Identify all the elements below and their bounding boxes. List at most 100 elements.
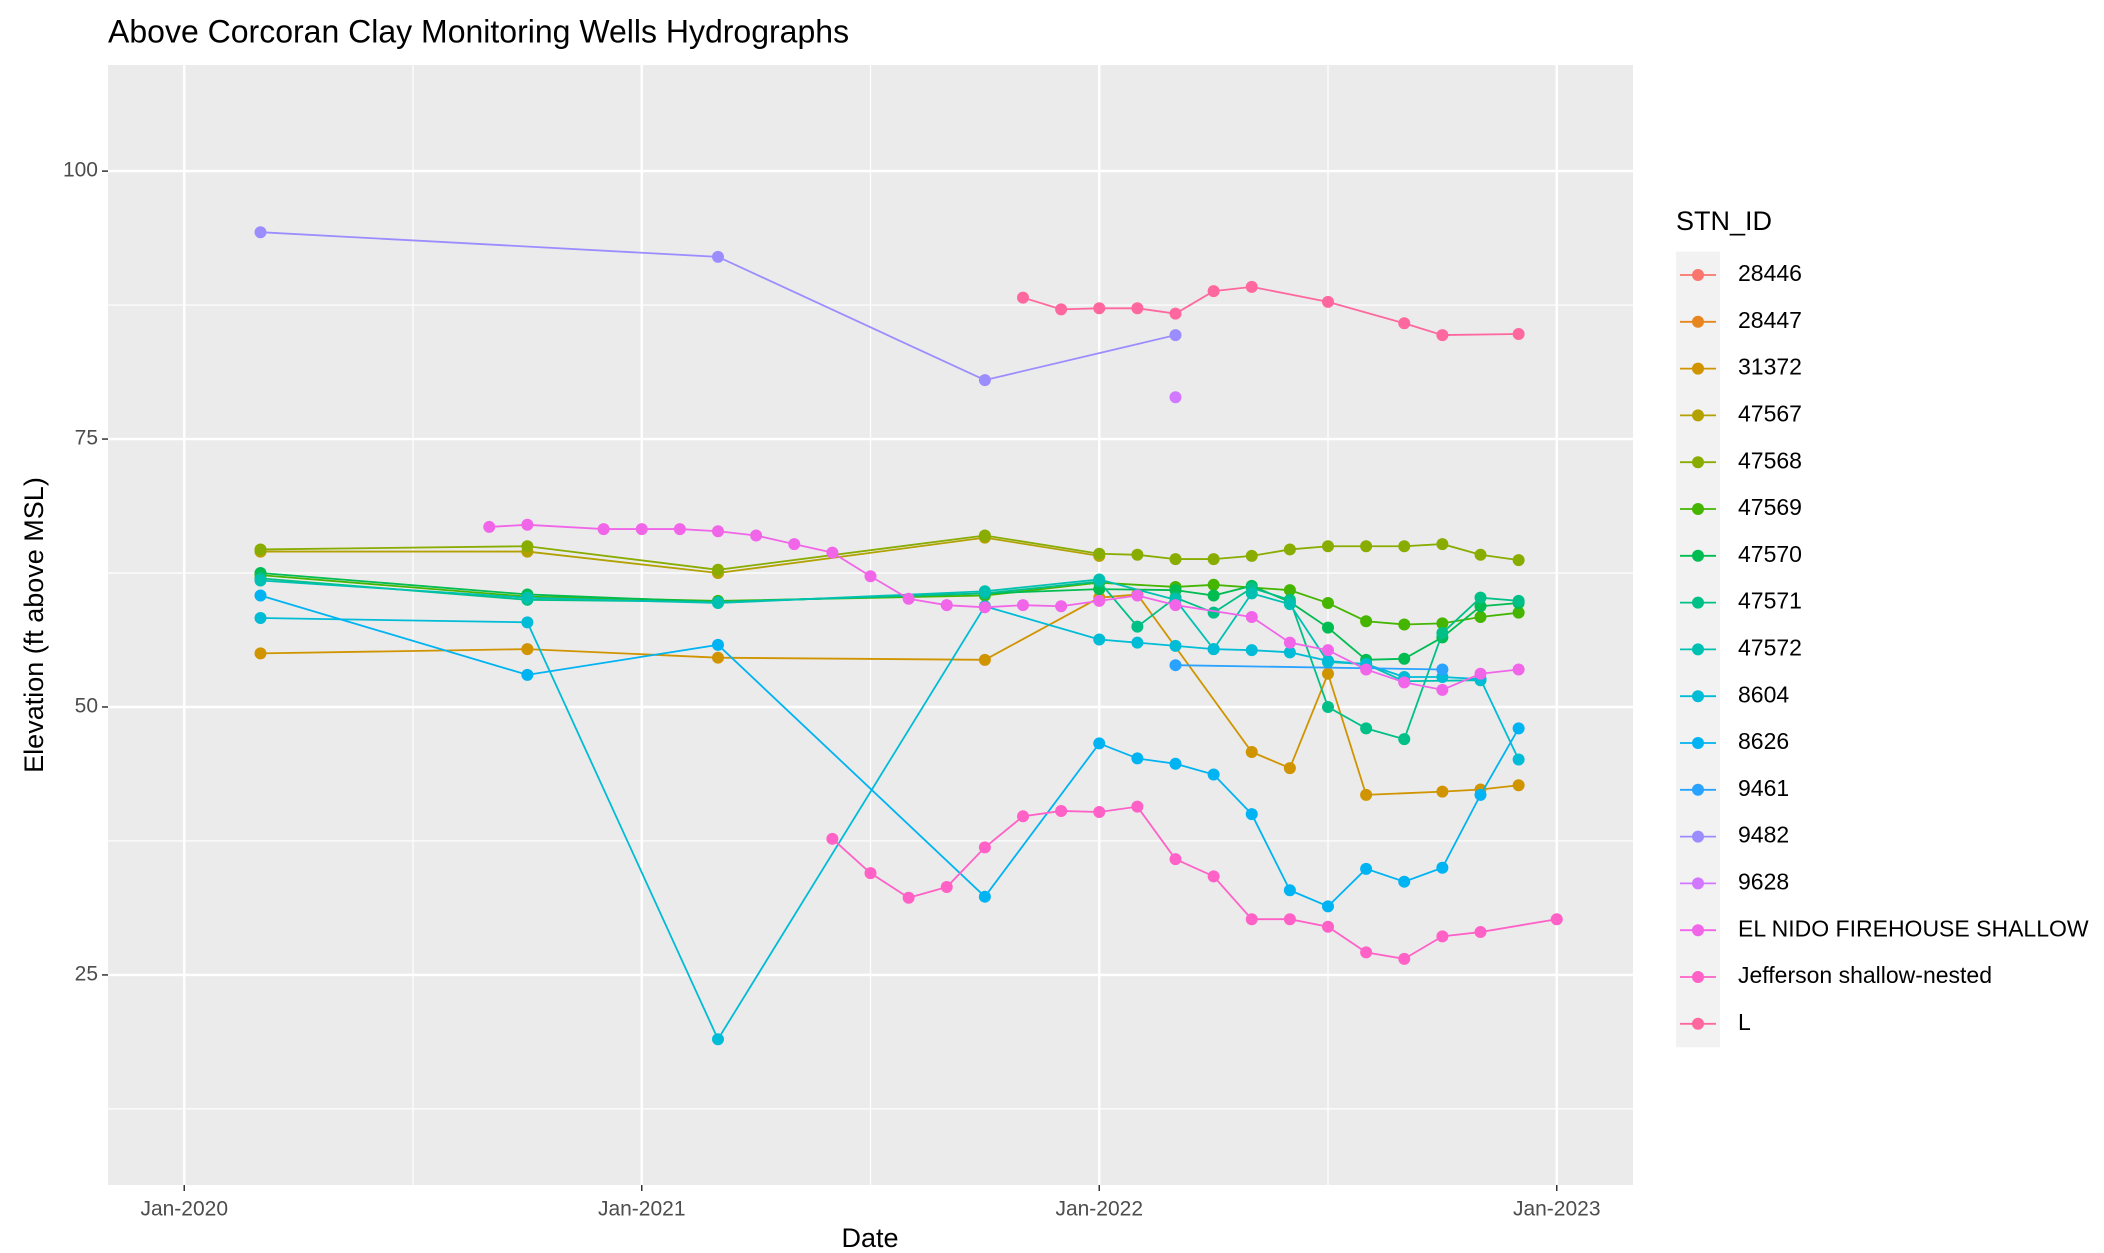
data-point (1169, 639, 1182, 652)
legend-label: 47569 (1738, 494, 1802, 520)
series-line (260, 534, 1519, 571)
data-point (1169, 853, 1182, 866)
x-tick-label: Jan-2021 (598, 1198, 686, 1221)
data-point (1093, 737, 1106, 750)
data-point (1512, 594, 1525, 607)
data-point (1093, 594, 1106, 607)
data-point (1017, 810, 1029, 823)
legend-label: EL NIDO FIREHOUSE SHALLOW (1738, 915, 2089, 941)
data-point (1169, 553, 1182, 566)
legend-label: 9482 (1738, 822, 1789, 848)
legend-key-point (1692, 315, 1704, 328)
legend-key-point (1692, 549, 1704, 562)
data-point (1474, 591, 1487, 604)
data-point (1207, 643, 1220, 656)
data-point (483, 520, 496, 533)
data-point (978, 374, 991, 387)
data-point (712, 525, 724, 538)
series-line (260, 231, 1176, 382)
data-point (978, 841, 991, 854)
data-point (1093, 547, 1106, 560)
data-point (1283, 646, 1296, 659)
data-point (1283, 598, 1296, 611)
data-point (1398, 875, 1411, 888)
data-point (978, 653, 991, 666)
data-point (1169, 329, 1182, 342)
legend-label: 9461 (1738, 775, 1789, 801)
legend-key-point (1692, 877, 1704, 890)
x-tick-label: Jan-2023 (1513, 1198, 1601, 1221)
data-point (902, 891, 915, 904)
y-axis-title: Elevation (ft above MSL) (19, 477, 49, 773)
legend-label: 9628 (1738, 868, 1789, 894)
legend-key-point (1692, 409, 1704, 422)
data-point (1474, 600, 1487, 613)
data-point (254, 543, 267, 556)
data-point (978, 585, 991, 598)
data-point (1169, 659, 1182, 672)
data-point (1093, 302, 1106, 315)
data-point (1322, 621, 1334, 634)
legend-key-point (1692, 783, 1704, 796)
data-point (864, 570, 877, 583)
data-point (1322, 654, 1334, 667)
data-point (1512, 328, 1525, 341)
data-point (1131, 800, 1144, 813)
data-point (1283, 584, 1296, 597)
data-point (1512, 779, 1525, 792)
data-point (1398, 540, 1411, 553)
data-point (254, 612, 267, 625)
data-point (1360, 862, 1373, 875)
data-point (712, 250, 724, 263)
data-point (1512, 722, 1525, 735)
data-point (1207, 553, 1220, 566)
legend-key-point (1692, 924, 1704, 937)
y-tick-label: 100 (63, 159, 98, 182)
data-point (1436, 930, 1449, 943)
data-point (521, 518, 534, 531)
data-point (1398, 652, 1411, 665)
data-point (1474, 926, 1487, 939)
data-point (1207, 285, 1220, 298)
data-point (712, 1033, 724, 1046)
x-axis-title: Date (841, 1223, 898, 1253)
legend-label: 47568 (1738, 447, 1802, 473)
data-point (1436, 617, 1449, 630)
data-point (1436, 329, 1449, 342)
legend-key-point (1692, 643, 1704, 656)
data-point (1436, 785, 1449, 798)
data-point (902, 592, 915, 605)
data-point (1512, 753, 1525, 766)
chart-title: Above Corcoran Clay Monitoring Wells Hyd… (108, 13, 849, 49)
legend-label: L (1738, 1009, 1751, 1035)
data-point (1207, 870, 1220, 883)
data-point (978, 529, 991, 542)
data-point (1131, 752, 1144, 765)
data-point (1398, 952, 1411, 965)
data-point (635, 523, 648, 536)
data-point (521, 591, 534, 604)
legend-label: 8604 (1738, 681, 1789, 707)
y-tick-label: 25 (75, 962, 98, 985)
data-point (1436, 538, 1449, 551)
data-point (826, 832, 839, 845)
x-tick-label: Jan-2022 (1055, 1198, 1143, 1221)
legend-label: 47570 (1738, 541, 1802, 567)
data-point (1131, 589, 1144, 602)
data-point (1131, 302, 1144, 315)
data-point (1169, 307, 1182, 320)
data-point (1131, 620, 1144, 633)
legend-key-point (1692, 269, 1704, 281)
data-point (1131, 548, 1144, 561)
data-point (1207, 589, 1220, 602)
data-point (1322, 597, 1334, 610)
series-line (489, 523, 1519, 691)
data-point (1474, 788, 1487, 801)
data-point (1322, 295, 1334, 308)
series-line (1175, 664, 1443, 671)
legend-label: 28446 (1738, 260, 1802, 286)
data-point (978, 601, 991, 614)
data-point (1245, 644, 1258, 657)
data-point (940, 599, 953, 612)
data-point (1207, 606, 1220, 619)
